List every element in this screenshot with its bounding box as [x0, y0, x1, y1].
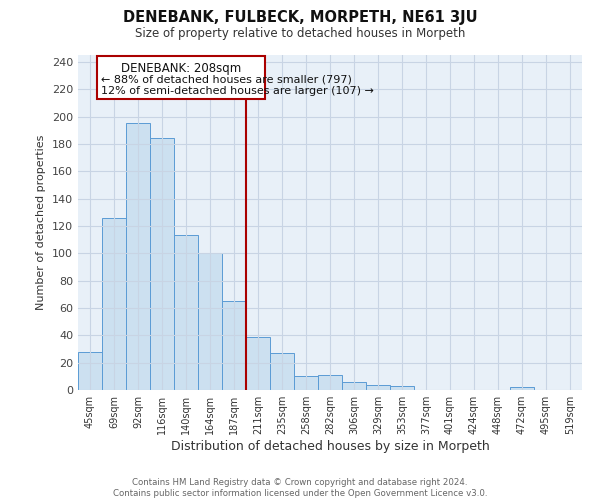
Bar: [246, 336, 270, 390]
X-axis label: Distribution of detached houses by size in Morpeth: Distribution of detached houses by size …: [170, 440, 490, 453]
Y-axis label: Number of detached properties: Number of detached properties: [37, 135, 46, 310]
Bar: [390, 386, 414, 390]
Bar: [78, 352, 102, 390]
Text: DENEBANK: 208sqm: DENEBANK: 208sqm: [121, 62, 241, 75]
Bar: [342, 382, 366, 390]
Bar: [318, 375, 342, 390]
Bar: [510, 388, 534, 390]
Bar: [102, 218, 126, 390]
Bar: [150, 138, 174, 390]
Bar: [222, 301, 246, 390]
Bar: [126, 124, 150, 390]
Bar: [174, 236, 198, 390]
Bar: [97, 56, 265, 99]
Text: 12% of semi-detached houses are larger (107) →: 12% of semi-detached houses are larger (…: [101, 86, 374, 97]
Text: DENEBANK, FULBECK, MORPETH, NE61 3JU: DENEBANK, FULBECK, MORPETH, NE61 3JU: [122, 10, 478, 25]
Text: Contains HM Land Registry data © Crown copyright and database right 2024.
Contai: Contains HM Land Registry data © Crown c…: [113, 478, 487, 498]
Bar: [270, 353, 294, 390]
Bar: [198, 254, 222, 390]
Bar: [294, 376, 318, 390]
Text: ← 88% of detached houses are smaller (797): ← 88% of detached houses are smaller (79…: [101, 74, 352, 84]
Text: Size of property relative to detached houses in Morpeth: Size of property relative to detached ho…: [135, 28, 465, 40]
Bar: [366, 384, 390, 390]
